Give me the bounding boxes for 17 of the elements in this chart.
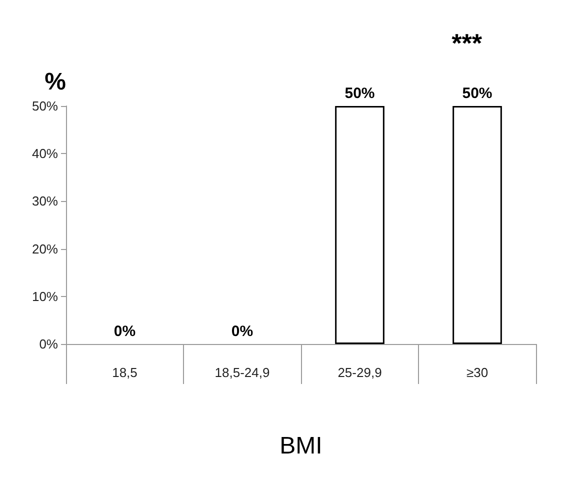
- data-label: 0%: [231, 323, 254, 340]
- x-tick-label: ≥30: [466, 365, 488, 380]
- y-axis-title: %: [44, 68, 66, 96]
- x-tick-label: 25-29,9: [338, 365, 382, 380]
- data-label: 0%: [114, 323, 136, 340]
- x-tick-label: 18,5: [112, 365, 138, 380]
- data-label: 50%: [344, 85, 375, 102]
- y-tick-label: 50%: [32, 98, 58, 114]
- data-label: 50%: [462, 85, 492, 102]
- y-tick-label: 20%: [32, 241, 58, 256]
- y-tick-label: 0%: [39, 336, 58, 352]
- y-tick-label: 30%: [32, 194, 58, 209]
- y-tick-label: 10%: [32, 288, 58, 304]
- x-tick-label: 18,5-24,9: [214, 365, 270, 380]
- x-axis-title: BMI: [280, 432, 322, 460]
- y-tick-label: 40%: [32, 146, 58, 162]
- text: ***: [450, 28, 483, 58]
